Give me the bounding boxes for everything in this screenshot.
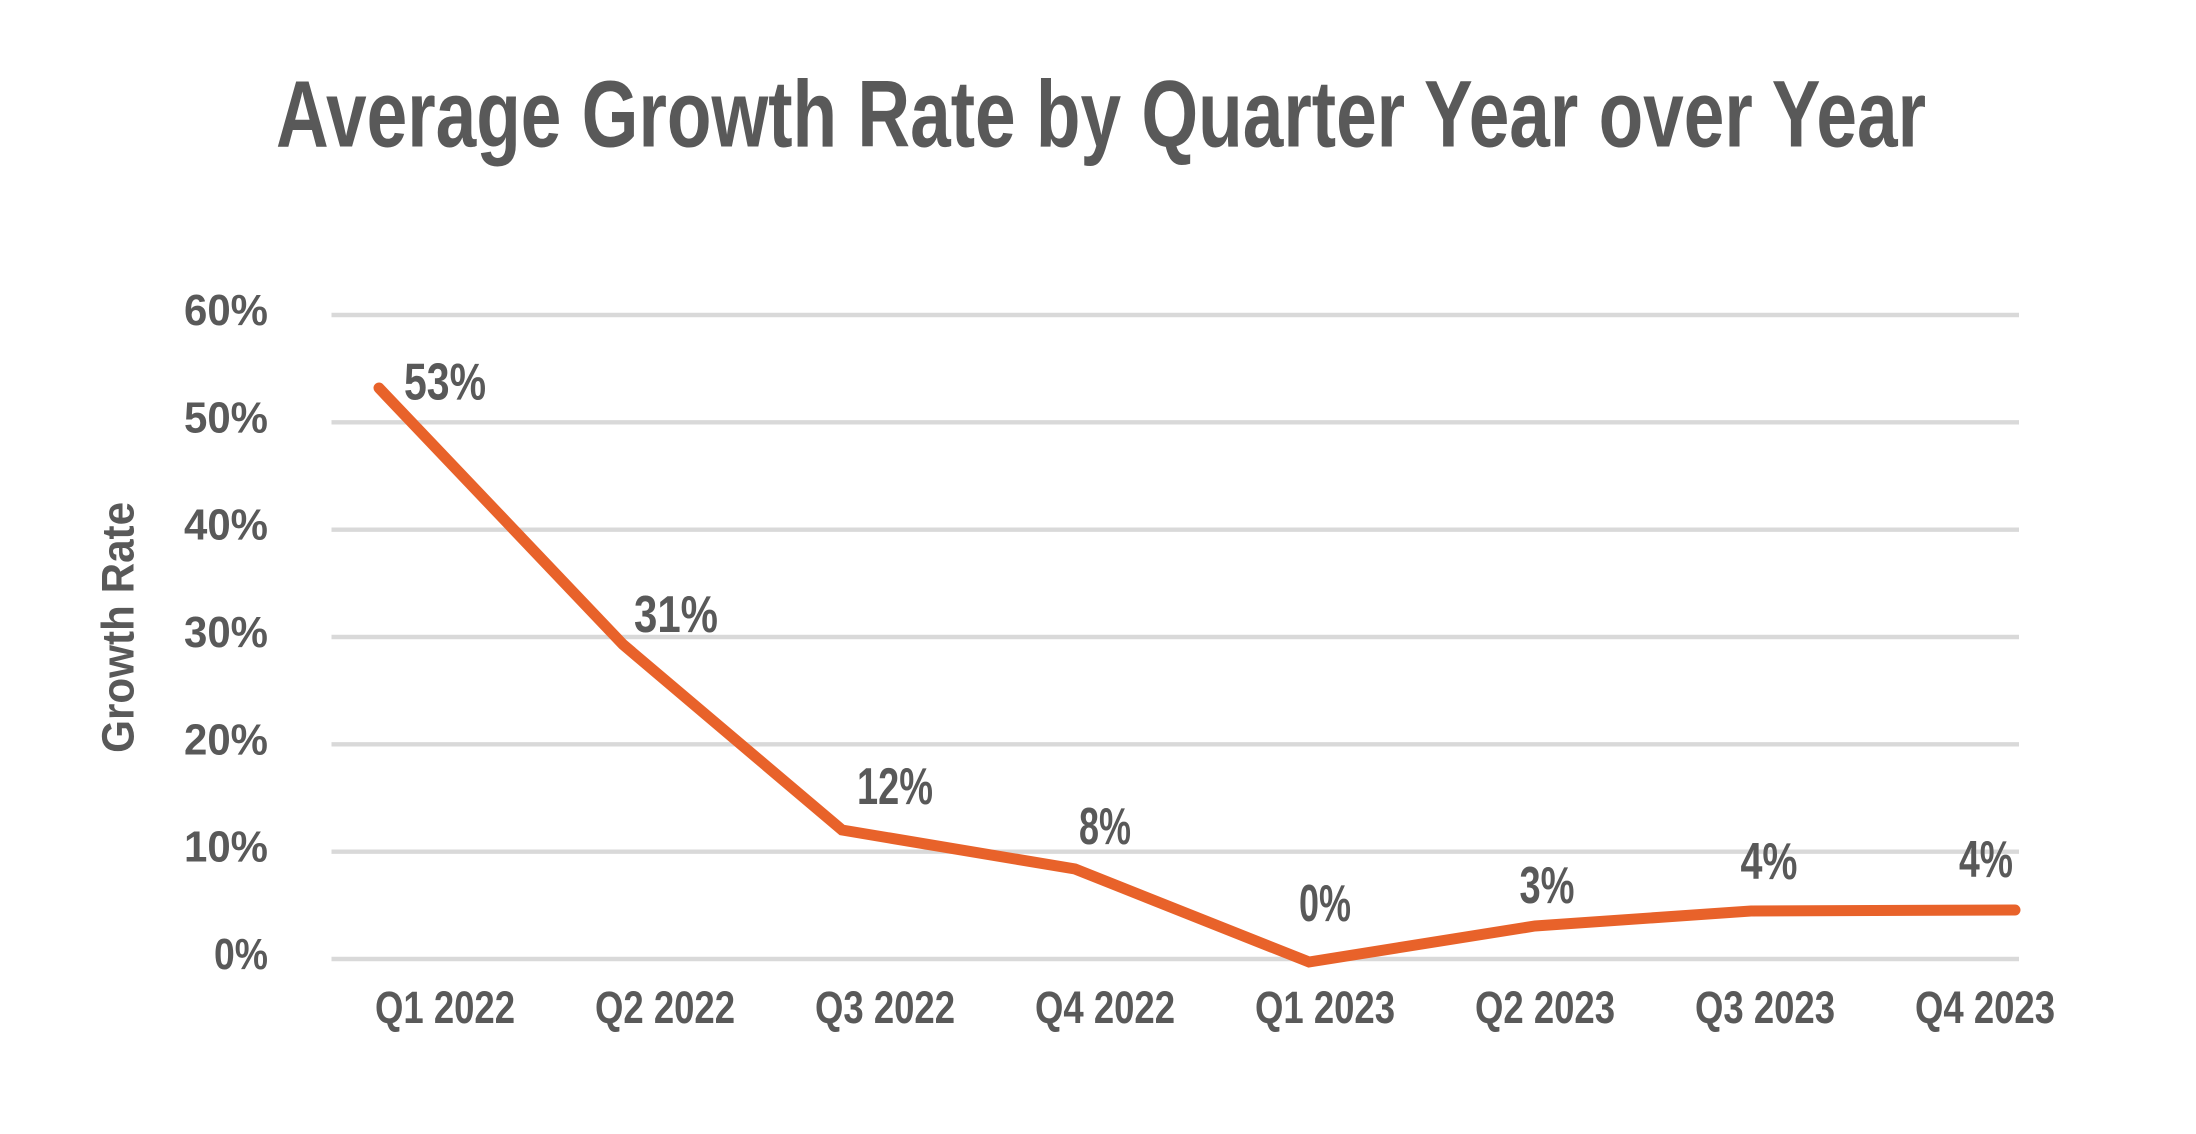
svg-text:53%: 53% (404, 354, 486, 412)
svg-text:60%: 60% (184, 286, 268, 335)
svg-text:50%: 50% (184, 393, 268, 442)
svg-text:Growth Rate: Growth Rate (93, 502, 144, 753)
svg-text:Q2 2022: Q2 2022 (595, 982, 735, 1033)
svg-text:Q2 2023: Q2 2023 (1475, 982, 1615, 1033)
svg-text:Q1 2023: Q1 2023 (1255, 982, 1395, 1033)
svg-text:4%: 4% (1959, 831, 2013, 889)
svg-text:4%: 4% (1741, 833, 1798, 891)
svg-text:Q3 2023: Q3 2023 (1695, 982, 1835, 1033)
svg-text:Q1 2022: Q1 2022 (375, 982, 515, 1033)
svg-text:40%: 40% (184, 501, 268, 550)
svg-text:Q4 2022: Q4 2022 (1035, 982, 1175, 1033)
svg-text:10%: 10% (184, 823, 268, 872)
svg-text:0%: 0% (1299, 875, 1351, 933)
svg-text:20%: 20% (184, 715, 268, 764)
svg-text:12%: 12% (857, 758, 933, 816)
svg-text:Q3 2022: Q3 2022 (815, 982, 955, 1033)
svg-text:8%: 8% (1079, 798, 1131, 856)
svg-text:Q4 2023: Q4 2023 (1915, 982, 2055, 1033)
svg-text:30%: 30% (184, 608, 268, 657)
svg-text:3%: 3% (1520, 857, 1575, 915)
svg-text:31%: 31% (634, 586, 718, 644)
svg-text:0%: 0% (214, 930, 268, 979)
svg-text:Average Growth Rate by Quarter: Average Growth Rate by Quarter Year over… (276, 62, 1926, 168)
